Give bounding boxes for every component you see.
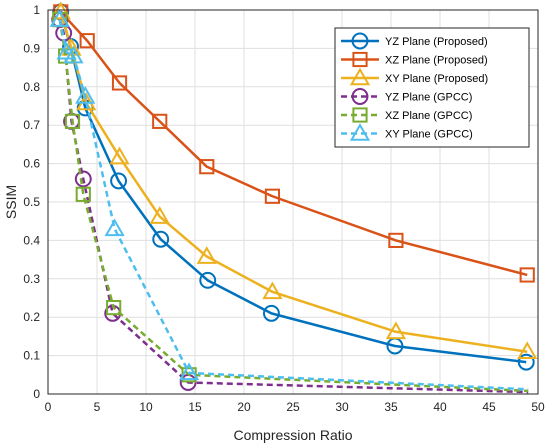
- data-point: [75, 186, 91, 202]
- y-tick-label: 0.6: [23, 157, 40, 171]
- y-tick-label: 0.7: [23, 118, 40, 132]
- data-point: [111, 75, 128, 91]
- x-tick-label: 35: [384, 400, 398, 414]
- data-point: [109, 146, 130, 165]
- y-axis-label: SSIM: [3, 185, 19, 219]
- data-point: [64, 113, 81, 129]
- legend-label: YZ Plane (Proposed): [385, 36, 488, 48]
- y-tick-label: 0.4: [23, 233, 40, 247]
- data-point: [106, 300, 122, 316]
- data-point: [388, 232, 404, 249]
- series-line: [58, 19, 529, 391]
- y-tick-label: 0.8: [23, 80, 40, 94]
- y-tick-label: 0.5: [23, 195, 40, 209]
- x-tick-label: 40: [433, 400, 447, 414]
- legend-item: XZ Plane (Proposed): [341, 51, 488, 68]
- data-point: [79, 33, 95, 49]
- data-point: [517, 353, 535, 371]
- legend-label: XY Plane (Proposed): [385, 73, 488, 85]
- legend-item: XZ Plane (GPCC): [341, 107, 472, 123]
- x-tick-label: 50: [531, 400, 545, 414]
- data-point: [63, 45, 84, 64]
- data-point: [149, 206, 170, 224]
- data-point: [49, 9, 70, 27]
- data-point: [196, 246, 217, 264]
- y-tick-label: 0.3: [23, 272, 40, 286]
- data-point: [152, 113, 168, 129]
- legend-label: XY Plane (GPCC): [385, 129, 473, 141]
- x-axis-label: Compression Ratio: [233, 427, 352, 443]
- data-point: [178, 362, 200, 381]
- x-tick-label: 0: [45, 400, 52, 414]
- data-point: [104, 218, 125, 237]
- legend-item: YZ Plane (Proposed): [341, 32, 488, 50]
- data-point: [75, 85, 96, 104]
- legend-item: XY Plane (Proposed): [341, 67, 488, 86]
- legend-item: XY Plane (GPCC): [341, 123, 473, 141]
- data-point: [263, 304, 280, 322]
- data-point: [50, 1, 71, 20]
- x-tick-label: 20: [237, 400, 251, 414]
- legend-marker: [351, 32, 369, 50]
- legend-marker: [352, 107, 368, 123]
- y-tick-label: 1: [33, 3, 40, 17]
- data-point: [264, 188, 281, 204]
- y-tick-label: 0.2: [23, 310, 40, 324]
- data-point: [110, 172, 127, 190]
- y-tick-label: 0.9: [23, 41, 40, 55]
- legend-label: XZ Plane (GPCC): [385, 110, 472, 122]
- series-6: [49, 9, 529, 391]
- legend-marker: [351, 88, 369, 105]
- data-point: [519, 267, 535, 283]
- x-tick-label: 5: [94, 400, 101, 414]
- x-tick-label: 10: [139, 400, 153, 414]
- legend-marker: [349, 67, 371, 86]
- legend-marker: [349, 123, 371, 141]
- legend: YZ Plane (Proposed) XZ Plane (Proposed) XY…: [334, 27, 530, 148]
- legend-marker: [352, 51, 368, 68]
- data-point: [152, 230, 170, 248]
- series-layer: [49, 1, 538, 394]
- x-tick-label: 15: [188, 400, 202, 414]
- legend-item: YZ Plane (GPCC): [341, 88, 472, 105]
- series-2: [53, 4, 535, 283]
- legend-box: [334, 27, 530, 148]
- tick-labels: 0 5 10 15 20 25 30 35 40 45 50 0 0.1 0.2 0.3 0.4 0.5 0.6 0…: [23, 3, 545, 414]
- data-point: [517, 341, 538, 360]
- plot-frame: [47, 9, 539, 395]
- x-tick-label: 45: [482, 400, 496, 414]
- data-point: [385, 321, 407, 340]
- x-tick-label: 30: [335, 400, 349, 414]
- x-tick-label: 25: [286, 400, 300, 414]
- series-line: [58, 19, 529, 393]
- legend-label: YZ Plane (GPCC): [385, 92, 472, 104]
- data-point: [262, 281, 283, 300]
- data-point: [199, 271, 217, 289]
- y-tick-label: 0: [33, 387, 40, 401]
- data-point: [74, 170, 92, 188]
- y-tick-label: 0.1: [23, 349, 40, 363]
- data-point: [199, 159, 215, 175]
- legend-label: XZ Plane (Proposed): [385, 55, 488, 67]
